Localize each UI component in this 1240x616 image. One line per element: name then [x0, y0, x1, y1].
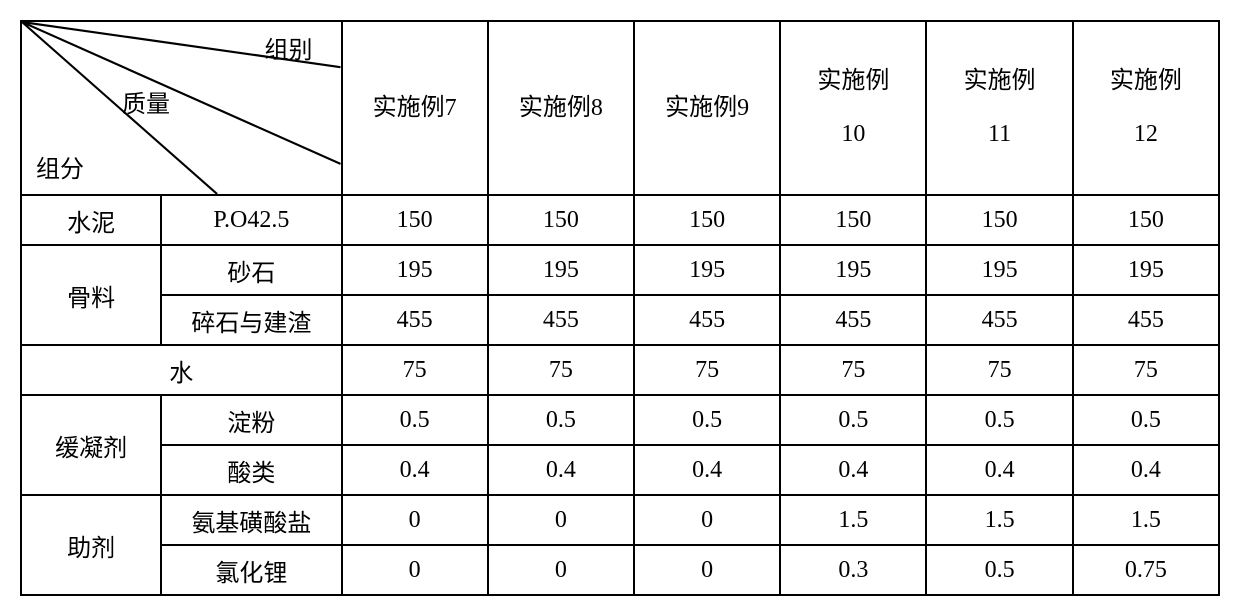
diag-label-component: 组分 [36, 149, 84, 184]
col-header-1-top: 实施例7 [347, 82, 483, 135]
table-row: 酸类 0.4 0.4 0.4 0.4 0.4 0.4 [21, 445, 1219, 495]
data-cell: 75 [1073, 345, 1219, 395]
data-cell: 0 [342, 545, 488, 595]
data-cell: 0.5 [488, 395, 634, 445]
data-cell: 0.5 [634, 395, 780, 445]
data-cell: 455 [780, 295, 926, 345]
data-cell: 0.5 [1073, 395, 1219, 445]
data-cell: 75 [780, 345, 926, 395]
col-header-5: 实施例 11 [926, 21, 1072, 195]
data-cell: 75 [634, 345, 780, 395]
cat-cell-water: 水 [21, 345, 342, 395]
cat-cell-retarder: 缓凝剂 [21, 395, 161, 495]
data-cell: 1.5 [1073, 495, 1219, 545]
data-cell: 150 [780, 195, 926, 245]
table-header-row: 组别 质量 组分 实施例7 实施例8 实施例9 实施例 10 实施例 11 实施… [21, 21, 1219, 195]
data-cell: 0.4 [1073, 445, 1219, 495]
sub-cell: P.O42.5 [161, 195, 341, 245]
col-header-1: 实施例7 [342, 21, 488, 195]
table-row: 碎石与建渣 455 455 455 455 455 455 [21, 295, 1219, 345]
cat-cell-cement: 水泥 [21, 195, 161, 245]
data-cell: 0 [488, 545, 634, 595]
data-cell: 0.75 [1073, 545, 1219, 595]
col-header-3-top: 实施例9 [639, 82, 775, 135]
data-cell: 0.4 [780, 445, 926, 495]
data-cell: 0.4 [488, 445, 634, 495]
col-header-6-bot: 12 [1078, 108, 1214, 161]
data-cell: 0 [488, 495, 634, 545]
composition-table: 组别 质量 组分 实施例7 实施例8 实施例9 实施例 10 实施例 11 实施… [20, 20, 1220, 596]
col-header-6-top: 实施例 [1078, 55, 1214, 108]
data-cell: 0.5 [342, 395, 488, 445]
data-cell: 0 [634, 495, 780, 545]
data-cell: 0.5 [926, 395, 1072, 445]
col-header-3: 实施例9 [634, 21, 780, 195]
data-cell: 75 [926, 345, 1072, 395]
data-cell: 75 [342, 345, 488, 395]
data-cell: 0 [342, 495, 488, 545]
data-cell: 455 [488, 295, 634, 345]
data-cell: 0.5 [926, 545, 1072, 595]
diag-label-group: 组别 [265, 30, 313, 65]
data-cell: 195 [926, 245, 1072, 295]
sub-cell: 氯化锂 [161, 545, 341, 595]
col-header-4-bot: 10 [785, 108, 921, 161]
col-header-4-top: 实施例 [785, 55, 921, 108]
data-cell: 0.4 [634, 445, 780, 495]
sub-cell: 碎石与建渣 [161, 295, 341, 345]
data-cell: 0.5 [780, 395, 926, 445]
sub-cell: 酸类 [161, 445, 341, 495]
data-cell: 455 [634, 295, 780, 345]
data-cell: 75 [488, 345, 634, 395]
data-cell: 150 [342, 195, 488, 245]
sub-cell: 砂石 [161, 245, 341, 295]
data-cell: 455 [926, 295, 1072, 345]
col-header-2: 实施例8 [488, 21, 634, 195]
data-cell: 0.3 [780, 545, 926, 595]
data-cell: 150 [1073, 195, 1219, 245]
data-cell: 195 [488, 245, 634, 295]
data-cell: 150 [634, 195, 780, 245]
cat-cell-additive: 助剂 [21, 495, 161, 595]
table-row: 助剂 氨基磺酸盐 0 0 0 1.5 1.5 1.5 [21, 495, 1219, 545]
col-header-2-top: 实施例8 [493, 82, 629, 135]
data-cell: 455 [342, 295, 488, 345]
data-cell: 455 [1073, 295, 1219, 345]
data-cell: 195 [780, 245, 926, 295]
table-row: 氯化锂 0 0 0 0.3 0.5 0.75 [21, 545, 1219, 595]
data-cell: 150 [488, 195, 634, 245]
col-header-5-top: 实施例 [931, 55, 1067, 108]
col-header-5-bot: 11 [931, 108, 1067, 161]
data-cell: 1.5 [926, 495, 1072, 545]
cat-cell-aggregate: 骨料 [21, 245, 161, 345]
diagonal-header-cell: 组别 质量 组分 [21, 21, 342, 195]
table-row: 骨料 砂石 195 195 195 195 195 195 [21, 245, 1219, 295]
data-cell: 1.5 [780, 495, 926, 545]
data-cell: 0.4 [342, 445, 488, 495]
data-cell: 150 [926, 195, 1072, 245]
table-row: 水泥 P.O42.5 150 150 150 150 150 150 [21, 195, 1219, 245]
data-cell: 195 [634, 245, 780, 295]
col-header-6: 实施例 12 [1073, 21, 1219, 195]
sub-cell: 氨基磺酸盐 [161, 495, 341, 545]
sub-cell: 淀粉 [161, 395, 341, 445]
data-cell: 195 [342, 245, 488, 295]
data-cell: 195 [1073, 245, 1219, 295]
col-header-4: 实施例 10 [780, 21, 926, 195]
table-row: 水 75 75 75 75 75 75 [21, 345, 1219, 395]
diag-label-mass: 质量 [122, 84, 170, 119]
data-cell: 0.4 [926, 445, 1072, 495]
table-row: 缓凝剂 淀粉 0.5 0.5 0.5 0.5 0.5 0.5 [21, 395, 1219, 445]
data-cell: 0 [634, 545, 780, 595]
